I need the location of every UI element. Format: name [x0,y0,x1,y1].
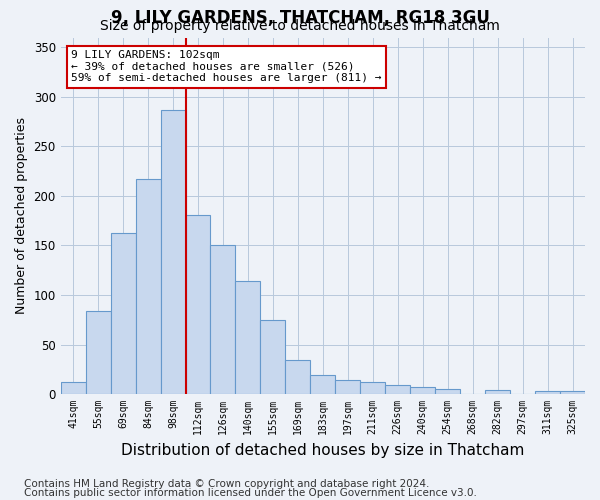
X-axis label: Distribution of detached houses by size in Thatcham: Distribution of detached houses by size … [121,442,524,458]
Bar [86,311,110,394]
Text: Size of property relative to detached houses in Thatcham: Size of property relative to detached ho… [100,19,500,33]
Bar [136,179,161,394]
Bar [435,389,460,394]
Bar [61,382,86,394]
Bar [535,391,560,394]
Bar [335,380,360,394]
Bar [235,281,260,394]
Bar [185,215,211,394]
Bar [211,246,235,394]
Bar [410,387,435,394]
Bar [260,320,286,394]
Text: 9 LILY GARDENS: 102sqm
← 39% of detached houses are smaller (526)
59% of semi-de: 9 LILY GARDENS: 102sqm ← 39% of detached… [71,50,382,83]
Bar [310,375,335,394]
Bar [560,391,585,394]
Bar [286,360,310,394]
Bar [385,385,410,394]
Text: Contains public sector information licensed under the Open Government Licence v3: Contains public sector information licen… [24,488,477,498]
Text: 9, LILY GARDENS, THATCHAM, RG18 3GU: 9, LILY GARDENS, THATCHAM, RG18 3GU [110,9,490,27]
Y-axis label: Number of detached properties: Number of detached properties [15,118,28,314]
Bar [485,390,510,394]
Bar [161,110,185,394]
Bar [110,232,136,394]
Bar [360,382,385,394]
Text: Contains HM Land Registry data © Crown copyright and database right 2024.: Contains HM Land Registry data © Crown c… [24,479,430,489]
